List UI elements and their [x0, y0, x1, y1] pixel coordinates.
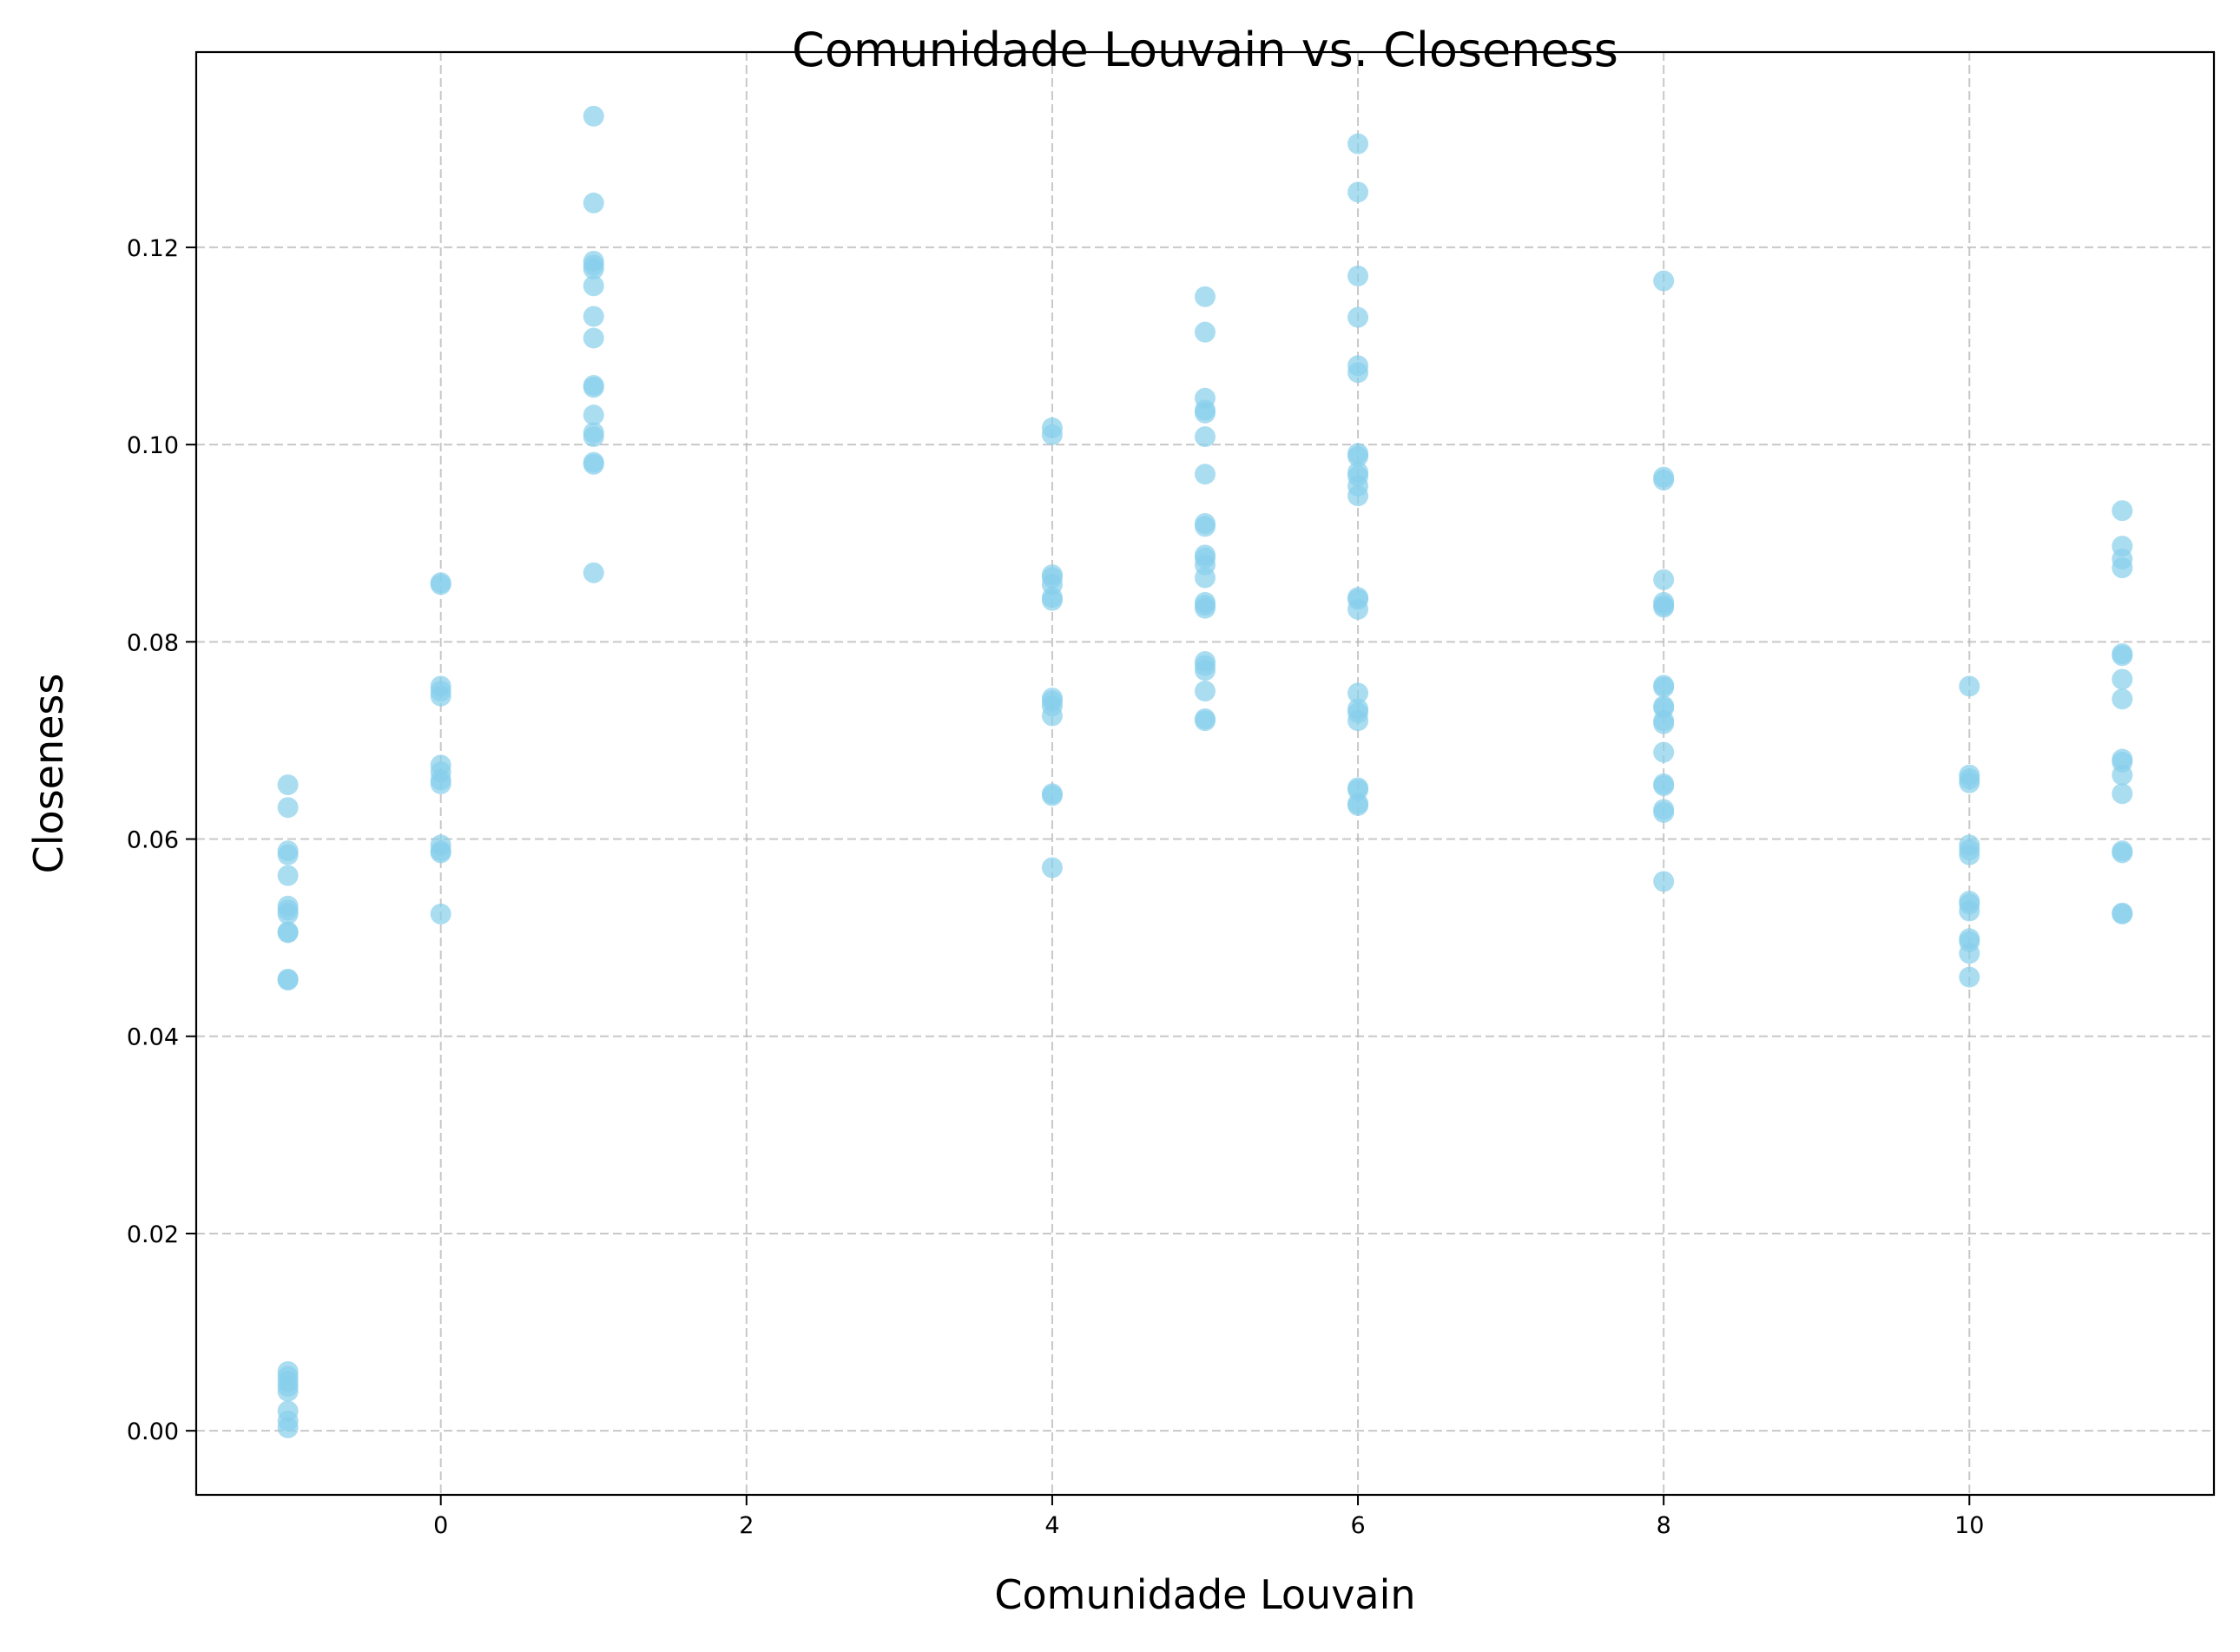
- scatter-point: [1041, 589, 1063, 611]
- x-tick-label: 6: [1350, 1512, 1365, 1539]
- scatter-point: [277, 774, 299, 796]
- scatter-point: [277, 865, 299, 886]
- scatter-point: [2112, 668, 2133, 690]
- scatter-point: [1653, 871, 1675, 892]
- scatter-point: [1347, 362, 1369, 384]
- scatter-point: [2112, 903, 2133, 925]
- scatter-point: [1959, 844, 1980, 865]
- scatter-point: [1347, 445, 1369, 467]
- scatter-point: [1195, 567, 1216, 589]
- scatter-point: [1347, 598, 1369, 620]
- x-tick-label: 10: [1954, 1512, 1984, 1539]
- scatter-point: [430, 773, 451, 794]
- plot-frame: [194, 50, 2216, 1497]
- scatter-point: [430, 574, 451, 596]
- scatter-point: [1653, 676, 1675, 698]
- scatter-point: [1347, 710, 1369, 732]
- y-tick-label: 0.02: [127, 1221, 179, 1248]
- scatter-point: [1347, 265, 1369, 286]
- scatter-point: [1195, 286, 1216, 307]
- scatter-point: [2112, 500, 2133, 522]
- scatter-point: [583, 377, 604, 398]
- scatter-point: [1653, 596, 1675, 618]
- scatter-point: [583, 327, 604, 349]
- scatter-point: [1195, 516, 1216, 537]
- scatter-point: [277, 797, 299, 819]
- scatter-point: [1195, 464, 1216, 485]
- scatter-point: [1347, 133, 1369, 155]
- scatter-point: [583, 453, 604, 475]
- scatter-point: [277, 969, 299, 991]
- scatter-point: [1959, 675, 1980, 697]
- x-axis-label: Comunidade Louvain: [994, 1571, 1415, 1618]
- scatter-point: [1041, 785, 1063, 806]
- scatter-point: [2112, 688, 2133, 710]
- x-tick-label: 0: [433, 1512, 448, 1539]
- x-tick-label: 2: [739, 1512, 754, 1539]
- ticks-layer: 0 2 4 6 8 10 0.00 0.02 0.04 0.06 0.08 0.10 0.12: [127, 235, 1985, 1539]
- y-tick-label: 0.00: [127, 1418, 179, 1445]
- scatter-point: [1195, 597, 1216, 619]
- scatter-point: [277, 922, 299, 944]
- scatter-point: [1653, 270, 1675, 292]
- scatter-point: [583, 258, 604, 280]
- scatter-point: [1347, 485, 1369, 507]
- scatter-point: [1195, 660, 1216, 681]
- scatter-point: [583, 105, 604, 127]
- scatter-point: [1195, 681, 1216, 702]
- scatter-point: [1347, 682, 1369, 704]
- y-tick-label: 0.10: [127, 432, 179, 459]
- scatter-point: [1653, 741, 1675, 763]
- scatter-point: [2112, 842, 2133, 864]
- scatter-point: [1653, 569, 1675, 590]
- x-tick-label: 4: [1044, 1512, 1059, 1539]
- scatter-point: [1959, 900, 1980, 922]
- scatter-point: [1653, 713, 1675, 734]
- scatter-point: [1959, 772, 1980, 793]
- scatter-point: [277, 1380, 299, 1402]
- scatter-point: [1653, 801, 1675, 823]
- y-tick-label: 0.12: [127, 235, 179, 262]
- scatter-point: [1959, 966, 1980, 988]
- y-tick-label: 0.08: [127, 629, 179, 656]
- scatter-point: [1195, 710, 1216, 732]
- scatter-point: [2112, 557, 2133, 579]
- scatter-point: [277, 903, 299, 925]
- scatter-point: [1347, 794, 1369, 816]
- scatter-point: [2112, 764, 2133, 786]
- scatter-point: [430, 685, 451, 707]
- chart-title: Comunidade Louvain vs. Closeness: [792, 23, 1618, 77]
- scatter-point: [583, 306, 604, 327]
- scatter-point: [583, 275, 604, 297]
- x-tick-label: 8: [1657, 1512, 1671, 1539]
- scatter-point: [277, 1417, 299, 1438]
- y-axis-label: Closeness: [25, 674, 72, 874]
- scatter-point: [583, 405, 604, 426]
- scatter-point: [1041, 705, 1063, 727]
- scatter-point: [1347, 181, 1369, 203]
- scatter-point: [430, 842, 451, 864]
- scatter-point: [1041, 424, 1063, 445]
- scatter-point: [1653, 775, 1675, 797]
- y-tick-label: 0.04: [127, 1024, 179, 1051]
- scatter-point: [583, 426, 604, 448]
- scatter-point: [2112, 783, 2133, 805]
- scatter-point: [430, 903, 451, 925]
- scatter-point: [1195, 426, 1216, 448]
- scatter-point: [1653, 470, 1675, 491]
- y-tick-label: 0.06: [127, 827, 179, 854]
- scatter-point: [1347, 306, 1369, 328]
- scatter-point: [2112, 645, 2133, 667]
- points-layer: [277, 105, 2133, 1438]
- scatter-point: [277, 844, 299, 865]
- scatter-point: [1195, 321, 1216, 343]
- scatter-point: [583, 192, 604, 214]
- scatter-point: [1959, 943, 1980, 964]
- scatter-point: [1195, 402, 1216, 424]
- scatter-point: [583, 562, 604, 583]
- scatter-point: [1041, 857, 1063, 879]
